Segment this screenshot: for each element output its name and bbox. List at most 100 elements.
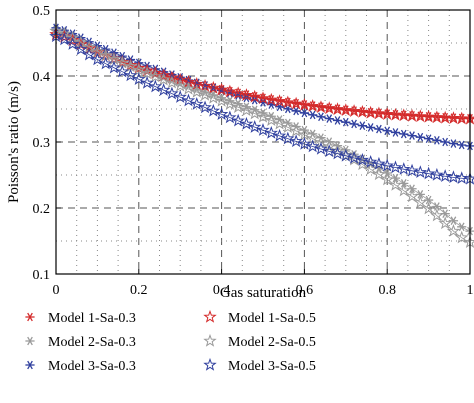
y-tick-label: 0.4 bbox=[33, 70, 51, 85]
x-tick-label: 0.2 bbox=[130, 283, 148, 298]
series-point bbox=[297, 136, 312, 150]
series-point bbox=[272, 94, 287, 108]
series-point bbox=[181, 93, 196, 107]
series-point bbox=[156, 83, 171, 96]
series-point bbox=[407, 131, 417, 140]
series-point bbox=[256, 123, 270, 136]
series-point bbox=[165, 75, 179, 89]
legend-marker bbox=[25, 360, 35, 370]
series-point bbox=[421, 166, 436, 180]
series-point bbox=[424, 195, 434, 205]
series-point bbox=[347, 150, 361, 164]
series-point bbox=[382, 126, 392, 136]
series-point bbox=[190, 97, 204, 110]
series-3 bbox=[51, 23, 474, 151]
series-point bbox=[324, 114, 334, 123]
series-6 bbox=[49, 29, 474, 185]
series-point bbox=[115, 55, 129, 68]
series-point bbox=[415, 132, 425, 142]
series-point bbox=[247, 89, 262, 103]
series-point bbox=[372, 156, 386, 170]
legend-marker bbox=[25, 336, 35, 346]
legend-item: Model 1-Sa-0.3 bbox=[25, 311, 136, 326]
series-point bbox=[297, 97, 312, 111]
series-point bbox=[223, 97, 237, 110]
series-point bbox=[247, 120, 262, 133]
series-point bbox=[397, 183, 411, 197]
series-point bbox=[181, 81, 196, 95]
series-point bbox=[225, 88, 235, 98]
legend-item: Model 3-Sa-0.5 bbox=[203, 357, 316, 374]
series-point bbox=[190, 84, 204, 98]
series-line bbox=[55, 34, 471, 120]
legend-label: Model 2-Sa-0.5 bbox=[228, 335, 316, 350]
series-point bbox=[272, 128, 287, 142]
series-point bbox=[82, 47, 96, 61]
series-point bbox=[289, 134, 303, 148]
series-layer bbox=[49, 23, 474, 249]
series-point bbox=[214, 94, 229, 107]
series-point bbox=[223, 110, 237, 124]
legend-marker bbox=[203, 309, 217, 323]
legend: Model 1-Sa-0.3 Model 2-Sa-0.3 Model 3-Sa-0… bbox=[25, 309, 316, 374]
series-point bbox=[299, 108, 309, 118]
series-point bbox=[57, 32, 72, 46]
legend-label: Model 1-Sa-0.3 bbox=[48, 311, 136, 326]
grid bbox=[56, 10, 470, 274]
series-point bbox=[291, 106, 301, 116]
series-point bbox=[424, 134, 434, 144]
series-point bbox=[388, 177, 403, 191]
y-tick-label: 0.2 bbox=[33, 202, 51, 217]
series-point bbox=[156, 72, 171, 86]
series-point bbox=[388, 107, 403, 121]
series-point bbox=[98, 56, 113, 70]
series-point bbox=[430, 208, 444, 222]
series-point bbox=[322, 139, 336, 153]
series-point bbox=[413, 165, 428, 179]
series-point bbox=[330, 146, 345, 160]
series-5 bbox=[49, 24, 474, 249]
series-point bbox=[65, 37, 80, 50]
series-point bbox=[247, 106, 262, 120]
series-point bbox=[339, 148, 353, 161]
series-point bbox=[74, 42, 88, 56]
legend-marker bbox=[203, 357, 217, 371]
series-point bbox=[140, 75, 154, 89]
series-point bbox=[339, 148, 353, 162]
series-point bbox=[231, 100, 245, 113]
series-point bbox=[438, 216, 452, 230]
series-point bbox=[366, 123, 376, 132]
series-point bbox=[397, 108, 411, 122]
series-point bbox=[65, 30, 80, 44]
series-point bbox=[258, 108, 268, 118]
y-axis-title: Poisson's ratio (m/s) bbox=[6, 81, 22, 203]
x-tick-label: 0.8 bbox=[378, 283, 396, 298]
series-point bbox=[438, 169, 452, 182]
series-point bbox=[241, 102, 252, 112]
series-point bbox=[206, 90, 221, 104]
legend-label: Model 3-Sa-0.3 bbox=[48, 359, 136, 374]
legend-item: Model 2-Sa-0.3 bbox=[25, 335, 136, 350]
series-point bbox=[173, 90, 187, 103]
series-point bbox=[446, 223, 461, 237]
series-point bbox=[316, 112, 326, 122]
series-point bbox=[314, 100, 328, 114]
series-point bbox=[446, 170, 461, 184]
series-point bbox=[231, 113, 245, 127]
series-point bbox=[165, 86, 179, 100]
legend-label: Model 3-Sa-0.5 bbox=[228, 359, 316, 374]
y-tick-label: 0.1 bbox=[33, 268, 51, 283]
legend-label: Model 1-Sa-0.5 bbox=[228, 311, 316, 326]
series-point bbox=[413, 195, 428, 209]
series-point bbox=[372, 167, 386, 181]
x-tick-label: 1 bbox=[467, 283, 474, 298]
series-point bbox=[57, 26, 72, 40]
series-point bbox=[214, 107, 229, 120]
series-point bbox=[322, 101, 336, 115]
series-point bbox=[256, 109, 270, 123]
series-point bbox=[349, 119, 359, 129]
series-point bbox=[380, 107, 394, 120]
series-point bbox=[239, 103, 254, 117]
series-point bbox=[339, 103, 353, 117]
legend-item: Model 2-Sa-0.5 bbox=[203, 333, 316, 350]
